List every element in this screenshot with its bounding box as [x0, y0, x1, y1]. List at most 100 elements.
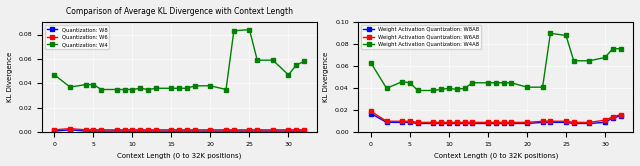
Weight Activation Quantization: W6A8: (0, 0.019): W6A8: (0, 0.019) — [367, 110, 375, 112]
Quantization: W8: (30, 0.001): W8: (30, 0.001) — [285, 130, 292, 132]
Weight Activation Quantization: W8A8: (5, 0.009): W8A8: (5, 0.009) — [406, 121, 414, 123]
Quantization: W8: (8, 0.001): W8: (8, 0.001) — [113, 130, 121, 132]
Quantization: W8: (17, 0.001): W8: (17, 0.001) — [183, 130, 191, 132]
Weight Activation Quantization: W4A8: (6, 0.038): W4A8: (6, 0.038) — [414, 89, 422, 91]
Quantization: W4: (25, 0.084): W4: (25, 0.084) — [246, 29, 253, 31]
Quantization: W4: (26, 0.059): W4: (26, 0.059) — [253, 59, 261, 61]
Quantization: W6: (30, 0.002): W6: (30, 0.002) — [285, 129, 292, 131]
Weight Activation Quantization: W8A8: (26, 0.008): W8A8: (26, 0.008) — [570, 123, 578, 124]
Weight Activation Quantization: W8A8: (4, 0.009): W8A8: (4, 0.009) — [398, 121, 406, 123]
Quantization: W6: (31, 0.002): W6: (31, 0.002) — [292, 129, 300, 131]
Weight Activation Quantization: W6A8: (9, 0.009): W6A8: (9, 0.009) — [437, 121, 445, 123]
Quantization: W6: (9, 0.002): W6: (9, 0.002) — [121, 129, 129, 131]
Weight Activation Quantization: W8A8: (10, 0.008): W8A8: (10, 0.008) — [445, 123, 453, 124]
Weight Activation Quantization: W8A8: (11, 0.008): W8A8: (11, 0.008) — [453, 123, 461, 124]
Quantization: W4: (20, 0.038): W4: (20, 0.038) — [207, 85, 214, 87]
Weight Activation Quantization: W6A8: (26, 0.009): W6A8: (26, 0.009) — [570, 121, 578, 123]
Quantization: W4: (28, 0.059): W4: (28, 0.059) — [269, 59, 276, 61]
Line: Quantization: W6: Quantization: W6 — [52, 127, 306, 132]
Quantization: W4: (16, 0.036): W4: (16, 0.036) — [175, 87, 183, 89]
Weight Activation Quantization: W6A8: (16, 0.009): W6A8: (16, 0.009) — [492, 121, 500, 123]
Quantization: W8: (2, 0.002): W8: (2, 0.002) — [66, 129, 74, 131]
Weight Activation Quantization: W6A8: (4, 0.01): W6A8: (4, 0.01) — [398, 120, 406, 122]
Quantization: W8: (13, 0.001): W8: (13, 0.001) — [152, 130, 160, 132]
Quantization: W8: (10, 0.001): W8: (10, 0.001) — [129, 130, 136, 132]
Quantization: W6: (6, 0.002): W6: (6, 0.002) — [97, 129, 105, 131]
Line: Weight Activation Quantization: W6A8: Weight Activation Quantization: W6A8 — [369, 110, 622, 124]
Weight Activation Quantization: W4A8: (13, 0.045): W4A8: (13, 0.045) — [468, 82, 476, 84]
Weight Activation Quantization: W4A8: (20, 0.041): W4A8: (20, 0.041) — [523, 86, 531, 88]
Quantization: W6: (15, 0.002): W6: (15, 0.002) — [168, 129, 175, 131]
Quantization: W4: (10, 0.035): W4: (10, 0.035) — [129, 88, 136, 90]
Weight Activation Quantization: W8A8: (28, 0.008): W8A8: (28, 0.008) — [586, 123, 593, 124]
Quantization: W6: (20, 0.002): W6: (20, 0.002) — [207, 129, 214, 131]
Weight Activation Quantization: W8A8: (15, 0.008): W8A8: (15, 0.008) — [484, 123, 492, 124]
Weight Activation Quantization: W6A8: (17, 0.009): W6A8: (17, 0.009) — [500, 121, 508, 123]
Weight Activation Quantization: W8A8: (32, 0.015): W8A8: (32, 0.015) — [617, 115, 625, 117]
Quantization: W6: (28, 0.002): W6: (28, 0.002) — [269, 129, 276, 131]
Quantization: W6: (0, 0.002): W6: (0, 0.002) — [51, 129, 58, 131]
Line: Weight Activation Quantization: W4A8: Weight Activation Quantization: W4A8 — [369, 32, 622, 92]
Quantization: W6: (12, 0.002): W6: (12, 0.002) — [144, 129, 152, 131]
Weight Activation Quantization: W4A8: (10, 0.04): W4A8: (10, 0.04) — [445, 87, 453, 89]
Quantization: W4: (2, 0.037): W4: (2, 0.037) — [66, 86, 74, 88]
Weight Activation Quantization: W8A8: (23, 0.009): W8A8: (23, 0.009) — [547, 121, 554, 123]
Quantization: W4: (8, 0.035): W4: (8, 0.035) — [113, 88, 121, 90]
Quantization: W8: (23, 0.001): W8: (23, 0.001) — [230, 130, 237, 132]
Quantization: W6: (26, 0.002): W6: (26, 0.002) — [253, 129, 261, 131]
Weight Activation Quantization: W4A8: (31, 0.076): W4A8: (31, 0.076) — [609, 48, 616, 50]
Quantization: W6: (23, 0.002): W6: (23, 0.002) — [230, 129, 237, 131]
Weight Activation Quantization: W4A8: (9, 0.039): W4A8: (9, 0.039) — [437, 88, 445, 90]
Weight Activation Quantization: W8A8: (12, 0.008): W8A8: (12, 0.008) — [461, 123, 468, 124]
Weight Activation Quantization: W8A8: (30, 0.009): W8A8: (30, 0.009) — [601, 121, 609, 123]
Weight Activation Quantization: W6A8: (8, 0.009): W6A8: (8, 0.009) — [429, 121, 437, 123]
Quantization: W8: (6, 0.001): W8: (6, 0.001) — [97, 130, 105, 132]
Weight Activation Quantization: W4A8: (15, 0.045): W4A8: (15, 0.045) — [484, 82, 492, 84]
Weight Activation Quantization: W8A8: (18, 0.008): W8A8: (18, 0.008) — [508, 123, 515, 124]
Weight Activation Quantization: W4A8: (18, 0.045): W4A8: (18, 0.045) — [508, 82, 515, 84]
Weight Activation Quantization: W4A8: (12, 0.04): W4A8: (12, 0.04) — [461, 87, 468, 89]
Quantization: W8: (20, 0.001): W8: (20, 0.001) — [207, 130, 214, 132]
Weight Activation Quantization: W4A8: (22, 0.041): W4A8: (22, 0.041) — [539, 86, 547, 88]
Quantization: W4: (15, 0.036): W4: (15, 0.036) — [168, 87, 175, 89]
Quantization: W8: (31, 0.001): W8: (31, 0.001) — [292, 130, 300, 132]
Weight Activation Quantization: W6A8: (28, 0.009): W6A8: (28, 0.009) — [586, 121, 593, 123]
Weight Activation Quantization: W8A8: (31, 0.013): W8A8: (31, 0.013) — [609, 117, 616, 119]
Quantization: W6: (4, 0.002): W6: (4, 0.002) — [82, 129, 90, 131]
Quantization: W8: (12, 0.001): W8: (12, 0.001) — [144, 130, 152, 132]
Quantization: W8: (4, 0.001): W8: (4, 0.001) — [82, 130, 90, 132]
Quantization: W4: (17, 0.036): W4: (17, 0.036) — [183, 87, 191, 89]
Weight Activation Quantization: W6A8: (2, 0.01): W6A8: (2, 0.01) — [383, 120, 390, 122]
Quantization: W4: (23, 0.083): W4: (23, 0.083) — [230, 30, 237, 32]
Weight Activation Quantization: W4A8: (23, 0.09): W4A8: (23, 0.09) — [547, 32, 554, 34]
Quantization: W8: (18, 0.001): W8: (18, 0.001) — [191, 130, 198, 132]
Weight Activation Quantization: W8A8: (0, 0.017): W8A8: (0, 0.017) — [367, 113, 375, 115]
Weight Activation Quantization: W8A8: (20, 0.008): W8A8: (20, 0.008) — [523, 123, 531, 124]
Weight Activation Quantization: W8A8: (16, 0.008): W8A8: (16, 0.008) — [492, 123, 500, 124]
Line: Quantization: W8: Quantization: W8 — [52, 128, 306, 133]
Weight Activation Quantization: W6A8: (30, 0.011): W6A8: (30, 0.011) — [601, 119, 609, 121]
Quantization: W4: (31, 0.055): W4: (31, 0.055) — [292, 64, 300, 66]
Quantization: W6: (18, 0.002): W6: (18, 0.002) — [191, 129, 198, 131]
Quantization: W6: (25, 0.002): W6: (25, 0.002) — [246, 129, 253, 131]
Quantization: W8: (25, 0.001): W8: (25, 0.001) — [246, 130, 253, 132]
Weight Activation Quantization: W6A8: (15, 0.009): W6A8: (15, 0.009) — [484, 121, 492, 123]
Quantization: W8: (15, 0.001): W8: (15, 0.001) — [168, 130, 175, 132]
Weight Activation Quantization: W4A8: (16, 0.045): W4A8: (16, 0.045) — [492, 82, 500, 84]
Quantization: W8: (22, 0.001): W8: (22, 0.001) — [222, 130, 230, 132]
Weight Activation Quantization: W8A8: (6, 0.008): W8A8: (6, 0.008) — [414, 123, 422, 124]
Weight Activation Quantization: W4A8: (0, 0.063): W4A8: (0, 0.063) — [367, 62, 375, 64]
Quantization: W8: (28, 0.001): W8: (28, 0.001) — [269, 130, 276, 132]
Quantization: W8: (11, 0.001): W8: (11, 0.001) — [136, 130, 144, 132]
Weight Activation Quantization: W6A8: (18, 0.009): W6A8: (18, 0.009) — [508, 121, 515, 123]
Weight Activation Quantization: W4A8: (32, 0.076): W4A8: (32, 0.076) — [617, 48, 625, 50]
Quantization: W8: (16, 0.001): W8: (16, 0.001) — [175, 130, 183, 132]
Weight Activation Quantization: W4A8: (28, 0.065): W4A8: (28, 0.065) — [586, 60, 593, 62]
Weight Activation Quantization: W6A8: (5, 0.01): W6A8: (5, 0.01) — [406, 120, 414, 122]
Quantization: W6: (16, 0.002): W6: (16, 0.002) — [175, 129, 183, 131]
Weight Activation Quantization: W8A8: (2, 0.009): W8A8: (2, 0.009) — [383, 121, 390, 123]
Quantization: W4: (12, 0.035): W4: (12, 0.035) — [144, 88, 152, 90]
Quantization: W6: (32, 0.002): W6: (32, 0.002) — [300, 129, 308, 131]
X-axis label: Context Length (0 to 32K positions): Context Length (0 to 32K positions) — [433, 153, 558, 159]
Quantization: W6: (2, 0.003): W6: (2, 0.003) — [66, 128, 74, 130]
